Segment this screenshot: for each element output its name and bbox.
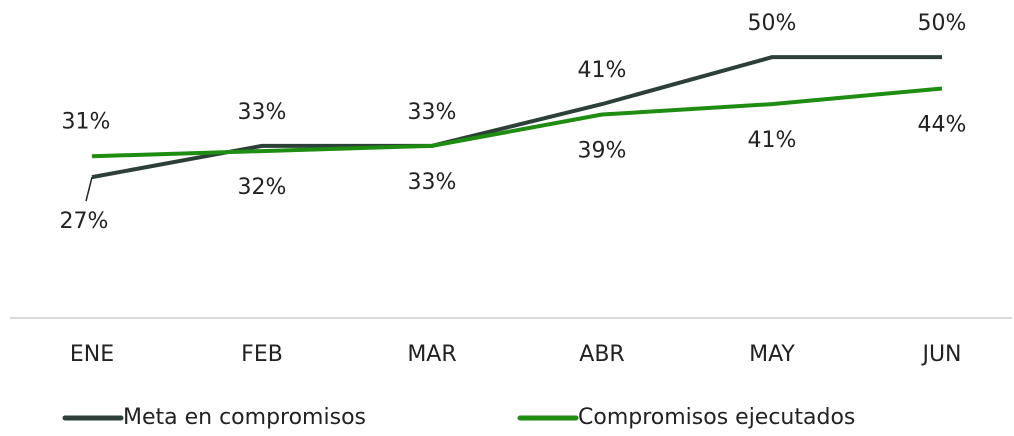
x-tick-label: ABR (579, 342, 624, 367)
data-label: 50% (748, 11, 797, 36)
x-tick-label: ENE (70, 342, 114, 367)
data-label: 50% (918, 11, 967, 36)
data-label: 32% (238, 175, 287, 200)
series-line (91, 55, 942, 180)
legend-label: Meta en compromisos (123, 405, 366, 430)
data-label: 44% (918, 112, 967, 137)
x-tick-label: MAY (749, 342, 795, 367)
data-label: 33% (238, 100, 287, 125)
leader-line (85, 176, 93, 202)
series-line (91, 86, 943, 159)
data-label: 27% (60, 209, 109, 234)
legend-label: Compromisos ejecutados (578, 405, 855, 430)
x-tick-label: MAR (407, 342, 456, 367)
data-label: 39% (578, 139, 627, 164)
x-tick-label: JUN (920, 342, 961, 367)
data-label: 33% (408, 100, 457, 125)
data-label: 31% (62, 109, 111, 134)
x-tick-label: FEB (241, 342, 283, 367)
data-label: 33% (408, 170, 457, 195)
data-label: 41% (748, 128, 797, 153)
data-label: 41% (578, 58, 627, 83)
